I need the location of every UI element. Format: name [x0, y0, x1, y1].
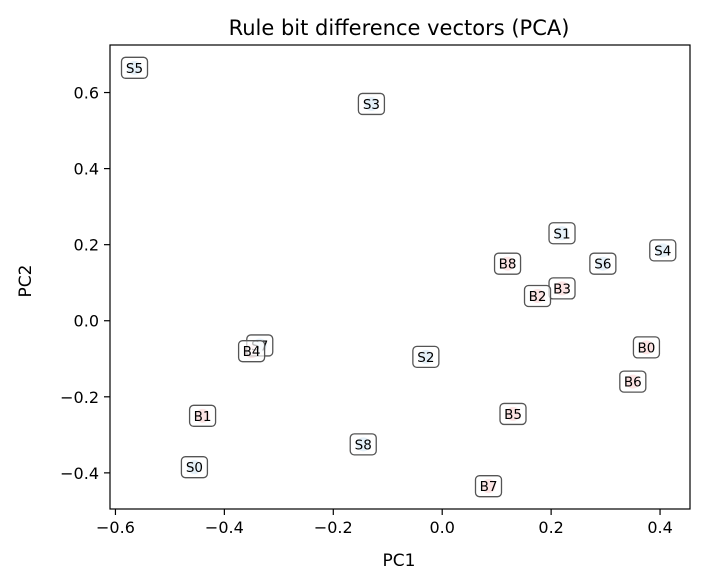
plot-frame — [109, 44, 691, 510]
point-label-box — [474, 475, 503, 498]
chart-title: Rule bit difference vectors (PCA) — [229, 16, 570, 40]
point-label-text: B5 — [504, 407, 522, 423]
point-label-box — [499, 402, 527, 426]
point-label-box — [619, 370, 647, 393]
point-label-s2: S2 — [412, 345, 440, 369]
point-label-b8: B8 — [493, 252, 522, 275]
point-label-s4: S4 — [649, 239, 677, 262]
plot-points — [127, 60, 670, 494]
y-tick-label: −0.2 — [60, 388, 99, 407]
x-axis-label: PC1 — [383, 551, 416, 571]
point-label-s3: S3 — [357, 92, 386, 116]
x-tick-label: 0.2 — [538, 518, 563, 537]
point-label-text: S5 — [126, 61, 143, 77]
point-label-text: S4 — [654, 243, 671, 259]
point-label-text: B4 — [243, 344, 261, 360]
point-label-s5: S5 — [120, 56, 149, 79]
x-axis-ticks: −0.6 −0.4 −0.2 0.0 0.2 0.4 — [96, 509, 673, 537]
point-label-b2: B2 — [523, 284, 552, 308]
y-tick-label: 0.2 — [74, 236, 99, 255]
point-label-text: B8 — [499, 257, 517, 273]
point-label-text: B6 — [624, 375, 642, 391]
point-label-box — [548, 222, 576, 245]
point-label-b0: B0 — [632, 336, 661, 359]
point-label-s6: S6 — [589, 252, 617, 275]
point-label-b6: B6 — [619, 370, 647, 393]
y-axis-ticks: −0.4 −0.2 0.0 0.2 0.4 0.6 — [60, 84, 110, 483]
point-label-s0: S0 — [180, 456, 209, 479]
point-label-b1: B1 — [188, 404, 217, 427]
point-label-box — [493, 252, 522, 275]
point-label-box — [237, 340, 266, 363]
point-label-text: S1 — [553, 226, 570, 242]
point-label-box — [188, 404, 217, 427]
point-label-text: S0 — [186, 460, 203, 476]
point-label-text: S2 — [417, 350, 434, 366]
point-label-text: S6 — [594, 257, 611, 273]
point-label-box — [180, 456, 209, 479]
y-axis-label: PC2 — [16, 265, 36, 298]
point-label-box — [523, 284, 552, 308]
point-label-b3: B3 — [548, 277, 576, 300]
point-label-s8: S8 — [349, 433, 377, 456]
point-label-text: B0 — [638, 340, 656, 356]
x-tick-label: −0.6 — [96, 518, 135, 537]
y-tick-label: 0.0 — [74, 312, 99, 331]
point-label-box — [120, 56, 149, 79]
point-label-box — [357, 92, 386, 116]
x-tick-label: 0.0 — [429, 518, 454, 537]
point-label-text: B7 — [480, 479, 498, 495]
point-label-text: B3 — [553, 281, 571, 297]
plot-labels: S5S3S1S4S6S7S2S8S0B8B3B2B0B4B6B5B1B7 — [120, 56, 677, 498]
point-label-text: B1 — [194, 409, 212, 425]
point-label-text: S8 — [355, 437, 372, 453]
point-label-s1: S1 — [548, 222, 576, 245]
point-label-b7: B7 — [474, 475, 503, 498]
point-label-b5: B5 — [499, 402, 527, 426]
y-tick-label: −0.4 — [60, 464, 99, 483]
y-tick-label: 0.6 — [74, 84, 99, 103]
point-label-text: S3 — [363, 97, 380, 113]
x-tick-label: 0.4 — [647, 518, 672, 537]
point-label-box — [349, 433, 377, 456]
point-label-text: B2 — [529, 289, 547, 305]
y-tick-label: 0.4 — [74, 160, 99, 179]
point-label-box — [649, 239, 677, 262]
x-tick-label: −0.2 — [314, 518, 353, 537]
x-tick-label: −0.4 — [205, 518, 244, 537]
point-label-box — [632, 336, 661, 359]
point-label-box — [589, 252, 617, 275]
point-label-b4: B4 — [237, 340, 266, 363]
point-label-box — [412, 345, 440, 369]
